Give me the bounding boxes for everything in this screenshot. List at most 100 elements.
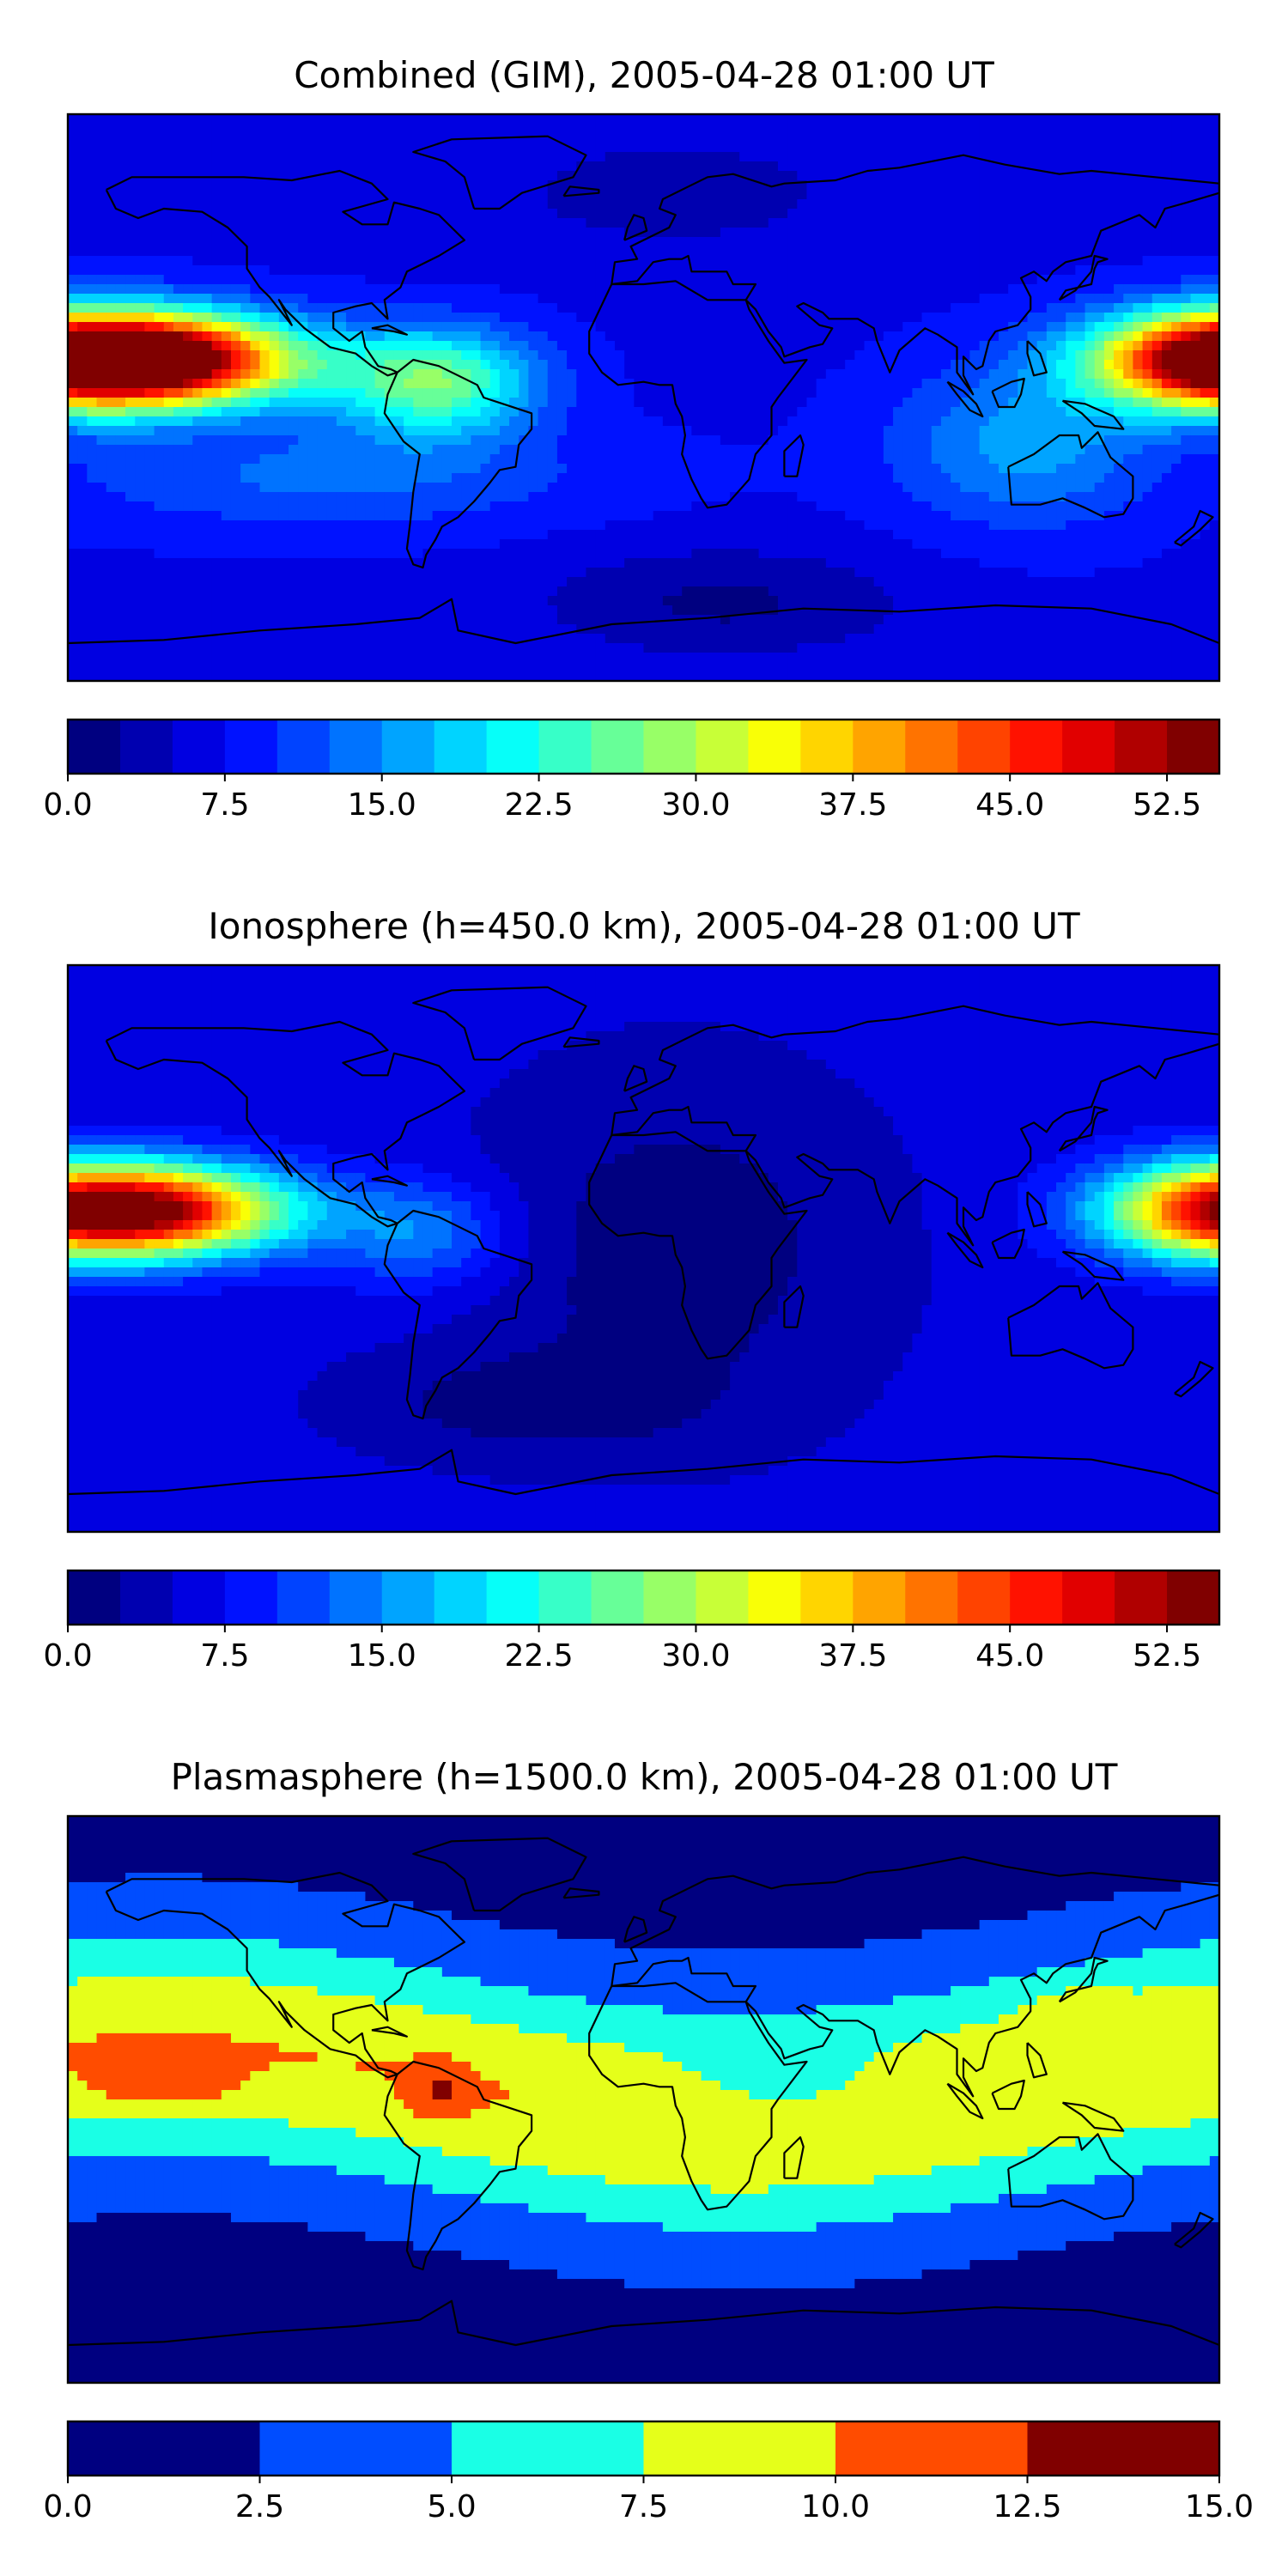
contour-cell xyxy=(317,379,328,389)
contour-cell xyxy=(365,143,376,153)
contour-cell xyxy=(499,218,510,228)
contour-cell xyxy=(202,218,213,228)
contour-cell xyxy=(489,152,501,162)
contour-cell xyxy=(346,294,356,304)
contour-cell xyxy=(374,237,386,247)
contour-cell xyxy=(259,464,270,474)
contour-cell xyxy=(538,445,549,455)
contour-cell xyxy=(960,124,971,134)
contour-cell xyxy=(825,190,836,200)
contour-cell xyxy=(192,398,204,408)
contour-cell xyxy=(135,473,146,483)
contour-cell xyxy=(586,199,597,210)
contour-cell xyxy=(730,246,740,257)
contour-cell xyxy=(432,161,443,172)
contour-cell xyxy=(854,464,866,474)
contour-cell xyxy=(951,246,961,257)
contour-cell xyxy=(1171,426,1182,436)
contour-cell xyxy=(701,379,712,389)
contour-cell xyxy=(845,237,855,247)
contour-cell xyxy=(921,445,933,455)
contour-cell xyxy=(346,492,356,502)
contour-cell xyxy=(998,303,1009,313)
contour-cell xyxy=(346,152,356,162)
contour-cell xyxy=(336,369,347,380)
contour-cell xyxy=(768,190,779,200)
contour-cell xyxy=(1171,407,1182,417)
contour-cell xyxy=(1046,331,1057,342)
contour-cell xyxy=(202,199,213,210)
contour-cell xyxy=(374,313,386,323)
contour-cell xyxy=(432,454,443,465)
contour-cell xyxy=(1018,350,1029,361)
contour-cell xyxy=(240,445,251,455)
contour-cell xyxy=(787,190,798,200)
contour-cell xyxy=(873,256,884,266)
contour-cell xyxy=(452,256,462,266)
contour-cell xyxy=(547,492,558,502)
contour-cell xyxy=(240,246,251,257)
contour-cell xyxy=(1084,473,1096,483)
contour-cell xyxy=(1190,275,1201,285)
contour-cell xyxy=(1133,398,1144,408)
contour-cell xyxy=(749,199,760,210)
contour-cell xyxy=(480,435,491,446)
contour-cell xyxy=(1171,454,1182,465)
contour-cell xyxy=(1027,199,1038,210)
contour-cell xyxy=(1151,416,1163,427)
contour-cell xyxy=(221,435,232,446)
contour-cell xyxy=(595,360,606,370)
contour-cell xyxy=(1123,228,1134,238)
contour-cell xyxy=(77,124,88,134)
contour-cell xyxy=(221,360,232,370)
contour-cell xyxy=(854,228,866,238)
contour-cell xyxy=(326,161,337,172)
contour-cell xyxy=(682,416,692,427)
panel-title: Combined (GIM), 2005-04-28 01:00 UT xyxy=(294,54,994,96)
contour-cell xyxy=(777,284,788,295)
contour-cell xyxy=(269,190,280,200)
contour-cell xyxy=(471,228,482,238)
contour-cell xyxy=(825,246,836,257)
contour-cell xyxy=(461,284,471,295)
contour-cell xyxy=(816,265,827,276)
contour-cell xyxy=(1181,473,1192,483)
contour-cell xyxy=(135,265,146,276)
contour-cell xyxy=(1142,256,1153,266)
contour-cell xyxy=(1142,322,1153,332)
contour-cell xyxy=(643,464,654,474)
contour-cell xyxy=(163,190,174,200)
contour-cell xyxy=(567,294,577,304)
contour-cell xyxy=(845,256,855,266)
contour-cell xyxy=(969,322,981,332)
contour-cell xyxy=(1036,265,1048,276)
contour-cell xyxy=(452,246,462,257)
contour-cell xyxy=(413,114,424,125)
contour-cell xyxy=(806,492,817,502)
contour-cell xyxy=(1142,265,1153,276)
contour-cell xyxy=(87,124,98,134)
contour-cell xyxy=(1190,407,1201,417)
contour-cell xyxy=(556,492,568,502)
contour-cell xyxy=(471,218,482,228)
contour-cell xyxy=(317,180,328,191)
contour-cell xyxy=(921,388,933,398)
contour-cell xyxy=(1103,350,1115,361)
contour-cell xyxy=(787,265,798,276)
contour-cell xyxy=(969,360,981,370)
contour-cell xyxy=(730,161,740,172)
contour-cell xyxy=(883,171,894,181)
contour-cell xyxy=(336,473,347,483)
contour-cell xyxy=(422,284,434,295)
contour-cell xyxy=(1114,483,1124,493)
contour-cell xyxy=(326,180,337,191)
contour-cell xyxy=(825,199,836,210)
contour-cell xyxy=(614,464,625,474)
contour-cell xyxy=(1018,265,1029,276)
contour-cell xyxy=(902,228,913,238)
contour-cell xyxy=(998,161,1009,172)
contour-cell xyxy=(1171,228,1182,238)
contour-cell xyxy=(509,256,519,266)
contour-cell xyxy=(326,199,337,210)
contour-cell xyxy=(1036,246,1048,257)
